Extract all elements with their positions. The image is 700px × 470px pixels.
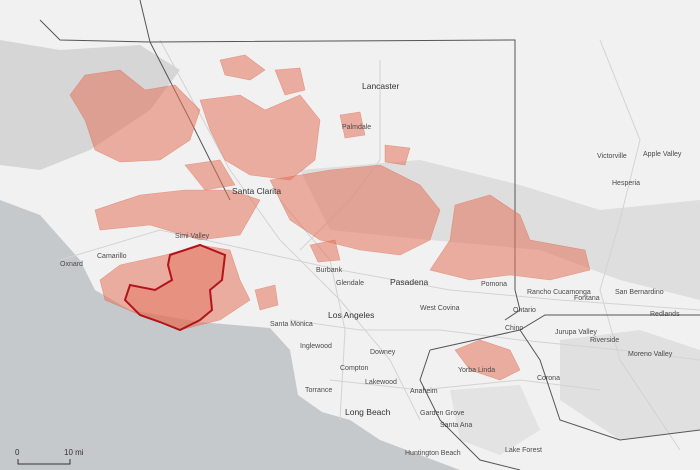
place-label: Oxnard [60,261,83,268]
place-label: Rancho Cucamonga [527,289,591,296]
place-label: Downey [370,349,396,356]
place-label: Yorba Linda [458,367,495,374]
place-label: Ontario [513,307,536,314]
scale-bar: 0 10 mi [15,448,84,465]
place-label: Garden Grove [420,410,464,417]
place-label: Long Beach [345,407,391,417]
place-label: Los Angeles [328,310,374,320]
place-label: Chino [505,325,523,332]
place-label: Redlands [650,311,680,318]
place-label: Moreno Valley [628,351,673,358]
place-label: Camarillo [97,253,127,260]
place-label: Santa Clarita [232,186,281,196]
scale-bar-line [17,459,71,465]
place-label: Pomona [481,281,507,288]
scale-start: 0 [15,448,20,457]
place-label: Corona [537,375,560,382]
place-label: Victorville [597,153,627,160]
highlighted-fire [123,243,227,332]
fire-perimeters [69,54,591,381]
place-label: Santa Ana [440,422,472,429]
ocean [0,200,460,470]
place-label: Jurupa Valley [555,329,597,336]
place-label: Inglewood [300,343,332,350]
place-label: Palmdale [342,124,371,131]
place-label: Fontana [574,295,600,302]
place-label: Burbank [316,267,343,274]
scale-end: 10 mi [64,448,84,457]
place-label: Lake Forest [505,447,542,454]
place-labels: Lancaster Palmdale Santa Clarita Simi Va… [60,81,682,457]
place-label: Simi Valley [175,233,210,240]
place-label: Torrance [305,387,332,394]
place-label: Compton [340,365,369,372]
place-label: Riverside [590,337,619,344]
place-label: Pasadena [390,277,429,287]
place-label: Lancaster [362,81,399,91]
place-label: Glendale [336,280,364,287]
place-label: Huntington Beach [405,450,461,457]
place-label: Anaheim [410,388,438,395]
place-label: San Bernardino [615,289,664,296]
place-label: Lakewood [365,379,397,386]
place-label: Apple Valley [643,151,682,158]
place-label: West Covina [420,305,460,312]
place-label: Hesperia [612,180,640,187]
place-label: Santa Monica [270,321,313,328]
